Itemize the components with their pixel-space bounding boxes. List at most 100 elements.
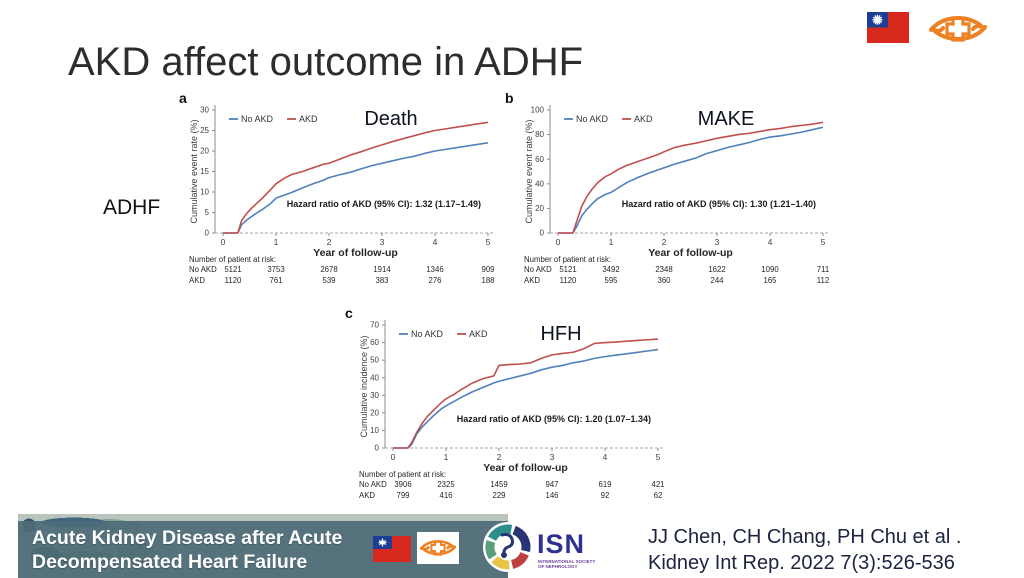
at-risk-value: 595: [604, 276, 618, 285]
curve-akd: [223, 121, 489, 234]
at-risk-row-name: No AKD: [189, 265, 217, 274]
hazard-ratio-label: Hazard ratio of AKD (95% CI): 1.32 (1.17…: [287, 199, 481, 209]
citation-line1: JJ Chen, CH Chang, PH Chu et al .: [648, 526, 962, 548]
y-tick-label: 10: [370, 426, 379, 435]
km-chart-make: 0 20 40 60 80 100 0 1 2 3 4 5 Cumulative event rate …: [524, 105, 829, 285]
footer-banner: Acute Kidney Disease after Acute Decompe…: [18, 521, 508, 578]
at-risk-value: 112: [817, 276, 829, 285]
at-risk-value: 421: [651, 480, 664, 489]
taiwan-flag-small-icon: [373, 536, 411, 562]
panel-letter: c: [345, 305, 353, 321]
x-tick-label: 1: [609, 237, 614, 247]
chart-panel-death: a 0 5 10 15 20 25 30 0 1 2 3 4 5 Cumulative event rat…: [163, 90, 503, 302]
y-tick-label: 20: [200, 147, 209, 156]
y-tick-label: 60: [370, 338, 379, 347]
at-risk-value: 3753: [267, 265, 284, 274]
cohort-label: ADHF: [103, 196, 161, 219]
at-risk-row-name: No AKD: [524, 265, 552, 274]
x-tick-label: 5: [656, 452, 661, 462]
at-risk-value: 947: [545, 480, 558, 489]
chart-panel-hfh: c 0 10 20 30 40 50 60 70 0 1 2 3 4 5 Cumulative incide…: [333, 305, 673, 517]
x-tick-label: 4: [433, 237, 438, 247]
at-risk-value: 276: [428, 276, 441, 285]
y-tick-label: 40: [370, 373, 379, 382]
x-tick-label: 3: [715, 237, 720, 247]
x-tick-label: 2: [497, 452, 502, 462]
km-chart-death: 0 5 10 15 20 25 30 0 1 2 3 4 5 Cumulative event rate …: [189, 105, 495, 285]
y-tick-label: 60: [535, 155, 544, 164]
at-risk-value: 165: [763, 276, 777, 285]
at-risk-value: 3492: [602, 265, 619, 274]
at-risk-value: 92: [601, 491, 610, 500]
x-tick-label: 3: [380, 237, 385, 247]
x-tick-label: 4: [603, 452, 608, 462]
at-risk-value: 416: [439, 491, 452, 500]
at-risk-value: 799: [396, 491, 409, 500]
at-risk-row-name: AKD: [189, 276, 205, 285]
y-tick-label: 0: [375, 444, 380, 453]
x-tick-label: 0: [221, 237, 226, 247]
at-risk-value: 1459: [490, 480, 507, 489]
y-tick-label: 10: [200, 188, 209, 197]
slide-title: AKD affect outcome in ADHF: [68, 40, 584, 84]
y-tick-label: 15: [200, 167, 209, 176]
x-tick-label: 0: [556, 237, 561, 247]
x-tick-label: 5: [821, 237, 826, 247]
curve-no-akd: [393, 348, 659, 449]
outcome-label: Death: [364, 108, 417, 130]
y-tick-label: 50: [370, 356, 379, 365]
footer-backdrop: Acute Kidney Disease after Acute Decompe…: [18, 514, 508, 578]
at-risk-value: 619: [598, 480, 611, 489]
isn-logo: ISN INTERNATIONAL SOCIETY OF NEPHROLOGY: [482, 521, 642, 577]
at-risk-value: 62: [654, 491, 663, 500]
at-risk-value: 2348: [655, 265, 672, 274]
at-risk-value: 2325: [437, 480, 455, 489]
at-risk-row-name: No AKD: [359, 480, 387, 489]
at-risk-row-name: AKD: [359, 491, 375, 500]
hazard-ratio-label: Hazard ratio of AKD (95% CI): 1.30 (1.21…: [622, 199, 816, 209]
isn-abbr: ISN: [537, 529, 586, 559]
at-risk-value: 383: [375, 276, 388, 285]
legend-label: AKD: [299, 114, 318, 124]
at-risk-value: 761: [269, 276, 282, 285]
at-risk-value: 1914: [373, 265, 391, 274]
y-tick-label: 20: [535, 204, 544, 213]
y-axis-label: Cumulative event rate (%): [189, 119, 199, 223]
hospital-logo-chip: [417, 532, 459, 564]
legend-label: AKD: [634, 114, 653, 124]
legend-label: No AKD: [576, 114, 609, 124]
legend-label: No AKD: [241, 114, 274, 124]
at-risk-value: 1346: [426, 265, 443, 274]
y-tick-label: 100: [531, 106, 545, 115]
taiwan-flag-icon: [867, 12, 909, 43]
y-axis-label: Cumulative event rate (%): [524, 119, 534, 223]
at-risk-row-name: AKD: [524, 276, 540, 285]
at-risk-value: 146: [545, 491, 558, 500]
x-tick-label: 1: [274, 237, 279, 247]
footer-title: Acute Kidney Disease after Acute Decompe…: [32, 526, 342, 574]
at-risk-value: 360: [657, 276, 671, 285]
at-risk-value: 244: [710, 276, 724, 285]
y-tick-label: 30: [370, 391, 379, 400]
x-tick-label: 3: [550, 452, 555, 462]
legend-label: No AKD: [411, 329, 444, 339]
at-risk-title: Number of patient at risk:: [359, 470, 446, 479]
y-axis-label: Cumulative incidence (%): [359, 335, 369, 437]
y-tick-label: 80: [535, 130, 544, 139]
outcome-label: MAKE: [698, 108, 755, 130]
at-risk-value: 5121: [559, 265, 576, 274]
footer-title-line2: Decompensated Heart Failure: [32, 551, 308, 573]
at-risk-title: Number of patient at risk:: [189, 255, 276, 264]
at-risk-value: 1622: [708, 265, 725, 274]
x-axis-title: Year of follow-up: [483, 462, 568, 474]
outcome-label: HFH: [540, 323, 581, 345]
curve-akd: [393, 338, 659, 449]
at-risk-value: 1120: [225, 276, 242, 285]
header-logos: [867, 10, 989, 50]
x-tick-label: 1: [444, 452, 449, 462]
footer-title-line1: Acute Kidney Disease after Acute: [32, 527, 343, 549]
y-tick-label: 30: [200, 106, 209, 115]
isn-ring-icon: [483, 522, 533, 572]
x-tick-label: 2: [327, 237, 332, 247]
